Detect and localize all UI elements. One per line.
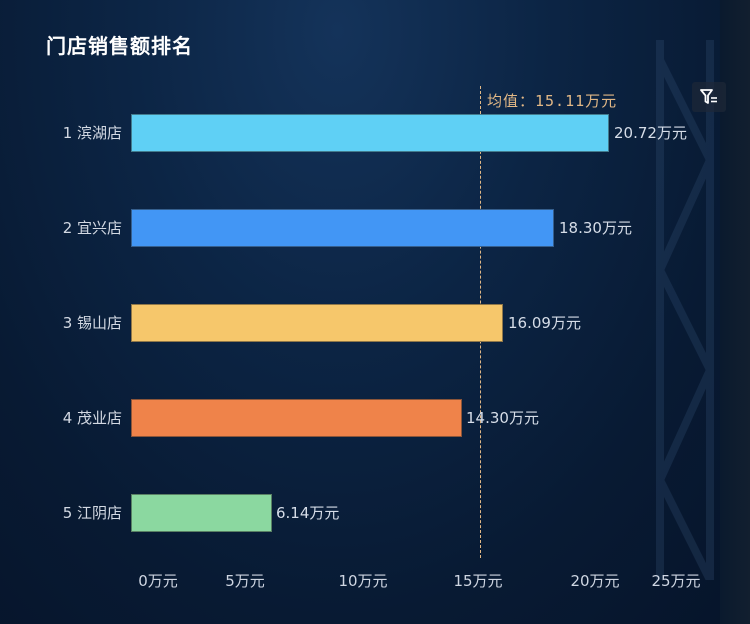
store-label: 4 茂业店 — [62, 409, 122, 427]
bar-value-label: 6.14万元 — [276, 504, 340, 522]
store-label: 1 滨湖店 — [62, 124, 122, 142]
bar[interactable] — [131, 209, 554, 247]
bar-row: 2 宜兴店 18.30万元 — [0, 209, 750, 247]
x-axis-tick: 20万元 — [570, 572, 620, 590]
bar-row: 5 江阴店 6.14万元 — [0, 494, 750, 532]
store-label: 3 锡山店 — [62, 314, 122, 332]
bar-value-label: 20.72万元 — [614, 124, 687, 142]
bar[interactable] — [131, 399, 462, 437]
x-axis-tick: 0万元 — [138, 572, 178, 590]
store-label: 5 江阴店 — [62, 504, 122, 522]
filter-icon — [700, 89, 717, 104]
bar-row: 3 锡山店 16.09万元 — [0, 304, 750, 342]
x-axis-tick: 5万元 — [225, 572, 265, 590]
bar[interactable] — [131, 304, 503, 342]
bar[interactable] — [131, 494, 272, 532]
bar-value-label: 18.30万元 — [559, 219, 632, 237]
x-axis-tick: 15万元 — [453, 572, 503, 590]
bar-row: 4 茂业店 14.30万元 — [0, 399, 750, 437]
x-axis-tick: 10万元 — [338, 572, 388, 590]
average-label: 均值：15.11万元 — [487, 92, 618, 110]
bar-value-label: 16.09万元 — [508, 314, 581, 332]
store-label: 2 宜兴店 — [62, 219, 122, 237]
chart-title: 门店销售额排名 — [46, 34, 193, 58]
x-axis-tick: 25万元 — [651, 572, 701, 590]
bar[interactable] — [131, 114, 609, 152]
bar-value-label: 14.30万元 — [466, 409, 539, 427]
background-truss-decoration — [656, 40, 714, 580]
filter-button[interactable] — [692, 82, 726, 112]
bar-row: 1 滨湖店 20.72万元 — [0, 114, 750, 152]
